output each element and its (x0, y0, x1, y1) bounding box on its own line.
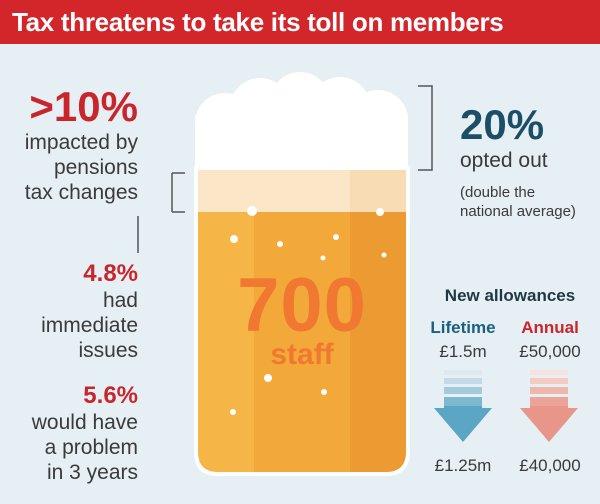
right-bracket (418, 85, 433, 171)
future-stat: 5.6% would have a problem in 3 years (0, 384, 138, 485)
staff-count: 700 (237, 263, 367, 348)
future-value: 5.6% (83, 382, 138, 409)
title-bar: Tax threatens to take its toll on member… (0, 0, 600, 44)
annual-label: Annual (521, 318, 579, 337)
immediate-line-1: had (102, 289, 138, 312)
future-line-1: would have (31, 411, 138, 434)
impacted-stat: >10% impacted by pensions tax changes (0, 86, 138, 205)
staff-label: staff (270, 338, 334, 371)
lifetime-new: £1.25m (434, 456, 492, 475)
lifetime-allowance: Lifetime £1.5m (423, 318, 503, 362)
impacted-line-1: impacted by (24, 131, 138, 154)
lifetime-old: £1.5m (439, 342, 487, 361)
page-title: Tax threatens to take its toll on member… (12, 7, 504, 37)
impacted-value: >10% (29, 83, 138, 130)
bubbles-icon (230, 206, 387, 415)
opted-text: opted out (460, 149, 548, 172)
lifetime-label: Lifetime (430, 318, 496, 337)
immediate-value: 4.8% (83, 260, 138, 287)
future-line-3: in 3 years (46, 461, 138, 484)
opted-out-stat: 20% opted out (double the national avera… (460, 104, 600, 221)
annual-old: £50,000 (519, 342, 581, 361)
opted-note-line-1: (double the (460, 184, 536, 201)
annual-down-arrow-icon (520, 370, 578, 442)
immediate-stat: 4.8% had immediate issues (0, 262, 138, 363)
glass-label: 700 staff (196, 268, 408, 370)
immediate-line-3: issues (78, 339, 138, 362)
allowances-heading: New allowances (444, 286, 576, 305)
impacted-line-3: tax changes (24, 181, 138, 204)
lifetime-down-arrow-icon (434, 370, 492, 442)
opted-value: 20% (460, 101, 545, 148)
immediate-line-2: immediate (41, 314, 138, 337)
annual-allowance: Annual £50,000 (505, 318, 595, 362)
foam-icon (195, 72, 408, 170)
impacted-line-2: pensions (53, 156, 138, 179)
left-bracket (137, 172, 185, 253)
annual-new: £40,000 (519, 456, 581, 475)
future-line-2: a problem (44, 436, 138, 459)
opted-note-line-2: national average) (460, 203, 576, 220)
